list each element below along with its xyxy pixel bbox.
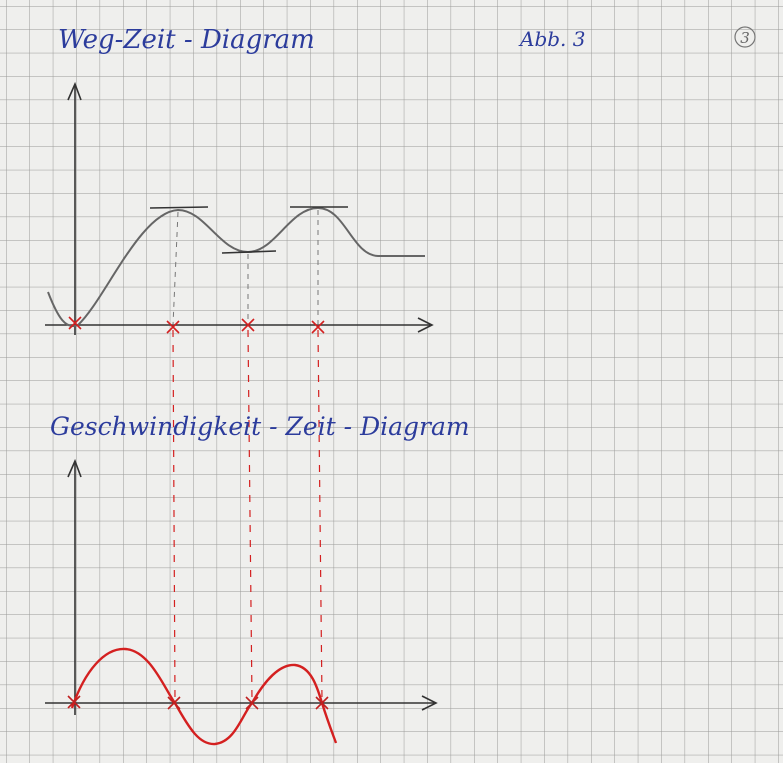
figure-label: Abb. 3 [518, 27, 586, 51]
lower-title: Geschwindigkeit - Zeit - Diagram [50, 412, 470, 441]
page-number: 3 [740, 29, 750, 47]
sketch: Weg-Zeit - Diagram Abb. 3 3 Geschwindigk… [0, 0, 783, 763]
upper-title: Weg-Zeit - Diagram [58, 25, 315, 55]
page: Weg-Zeit - Diagram Abb. 3 3 Geschwindigk… [0, 0, 783, 763]
